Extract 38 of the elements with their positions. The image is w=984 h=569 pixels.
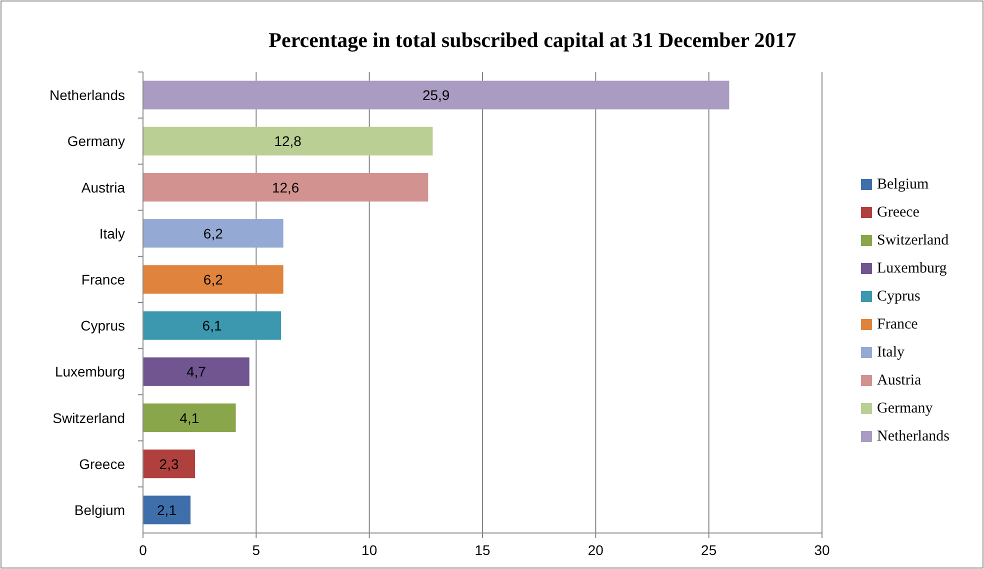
legend-label: Luxemburg — [877, 260, 948, 276]
data-label: 4,1 — [180, 410, 200, 426]
data-label: 6,2 — [203, 225, 224, 242]
y-tick-label: Greece — [79, 456, 126, 472]
data-label: 6,2 — [203, 271, 224, 288]
y-tick-label: Netherlands — [50, 87, 125, 104]
data-label: 12,8 — [274, 133, 302, 150]
chart-title: Percentage in total subscribed capital at 31 December 2017 — [268, 28, 796, 52]
legend-label: France — [877, 316, 918, 332]
legend-label: Italy — [877, 344, 905, 360]
x-tick-label: 10 — [362, 542, 378, 558]
legend-label: Austria — [877, 372, 922, 388]
y-tick-label: France — [81, 271, 126, 288]
legend-label: Belgium — [877, 176, 929, 192]
x-tick-label: 5 — [252, 542, 260, 558]
data-label: 4,7 — [186, 364, 206, 380]
legend-label: Germany — [877, 400, 934, 416]
x-tick-label: 25 — [701, 542, 717, 558]
data-label: 2,1 — [157, 502, 177, 518]
y-tick-label: Germany — [67, 133, 125, 150]
y-tick-label: Belgium — [74, 502, 125, 518]
data-label: 6,1 — [202, 318, 222, 334]
legend-label: Netherlands — [877, 428, 950, 444]
y-tick-label: Cyprus — [80, 318, 125, 334]
y-tick-label: Switzerland — [52, 410, 125, 426]
y-tick-label: Austria — [81, 179, 126, 196]
y-tick-label: Luxemburg — [54, 364, 125, 380]
data-label: 2,3 — [159, 456, 179, 472]
legend-label: Switzerland — [877, 232, 950, 248]
x-tick-label: 20 — [588, 542, 604, 558]
x-tick-label: 15 — [474, 542, 490, 558]
x-tick-label: 30 — [814, 542, 830, 558]
data-label: 12,6 — [272, 179, 300, 196]
legend-label: Greece — [877, 204, 920, 220]
data-label: 25,9 — [422, 87, 450, 104]
legend-label: Cyprus — [877, 288, 920, 304]
y-tick-label: Italy — [99, 225, 125, 242]
x-tick-label: 0 — [139, 542, 148, 558]
